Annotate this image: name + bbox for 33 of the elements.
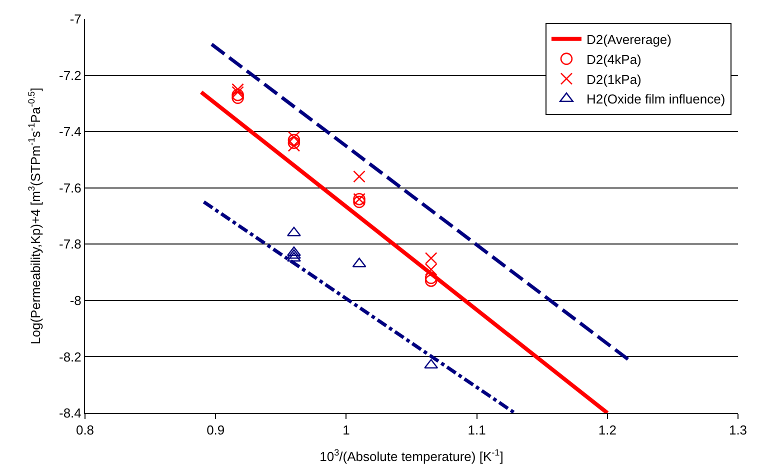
point xyxy=(353,196,366,208)
y-tick-label: -7.8 xyxy=(58,236,82,252)
x-tick-label: 0.8 xyxy=(76,422,94,438)
y-tick-label: -8.2 xyxy=(58,349,82,364)
x-tick-label: 1.2 xyxy=(598,422,616,438)
y-tick-label: -8 xyxy=(70,292,82,308)
x-tick-label: 0.9 xyxy=(206,422,225,438)
point xyxy=(288,134,300,146)
point xyxy=(232,92,244,104)
point xyxy=(288,139,300,152)
point xyxy=(232,88,244,102)
legend-label: D2(4kPa) xyxy=(586,52,642,67)
y-tick-label: -7.6 xyxy=(58,180,82,196)
x-tick-label: 1.1 xyxy=(468,422,486,438)
x-tick-label: 1 xyxy=(342,422,350,438)
point xyxy=(288,131,300,144)
point xyxy=(424,272,438,284)
y-tick-label: -7.2 xyxy=(58,68,82,83)
point xyxy=(353,170,366,183)
y-tick-label: -7 xyxy=(70,12,82,27)
point xyxy=(424,263,438,276)
point xyxy=(288,136,300,149)
point xyxy=(424,252,438,264)
point xyxy=(232,83,244,96)
point xyxy=(232,86,244,98)
legend-label: D2(1kPa) xyxy=(586,72,642,87)
point xyxy=(424,274,438,287)
x-axis-title: 10$^{3}$/(Absolute temperature) [K$^{-1}$] xyxy=(320,448,504,464)
y-tick-label: -7.4 xyxy=(58,124,82,140)
legend-label: D2(Avererage) xyxy=(586,32,672,47)
legend-label: H2(Oxide film influence) xyxy=(586,92,726,107)
x-tick-label: 1.3 xyxy=(728,422,748,438)
y-tick-label: -8.4 xyxy=(58,406,82,421)
